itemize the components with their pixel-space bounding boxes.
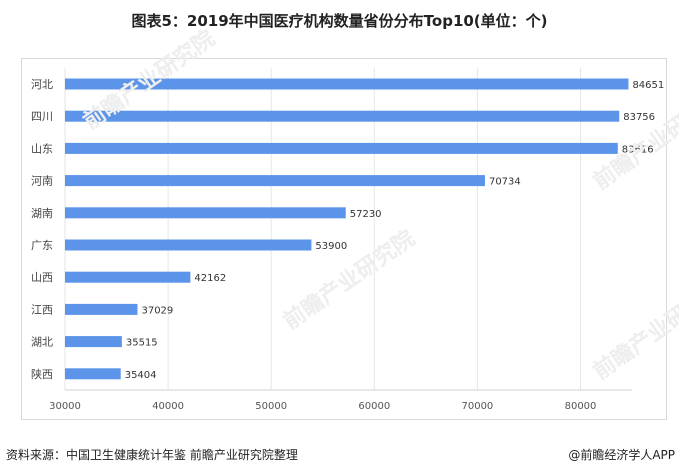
data-label: 53900 [315, 241, 347, 252]
x-tick-label: 30000 [49, 401, 81, 412]
y-tick-label: 广东 [31, 239, 53, 252]
x-tick-label: 50000 [255, 401, 287, 412]
source-note: 资料来源：中国卫生健康统计年鉴 前瞻产业研究院整理 [6, 448, 298, 462]
chart-title: 图表5：2019年中国医疗机构数量省份分布Top10(单位：个) [131, 12, 548, 30]
y-tick-label: 山东 [31, 142, 53, 155]
y-tick-label: 四川 [31, 110, 53, 123]
bar [65, 175, 485, 187]
bar [65, 271, 191, 283]
y-tick-label: 湖北 [31, 336, 53, 349]
y-tick-label: 河北 [31, 78, 53, 91]
data-label: 35515 [126, 338, 158, 349]
x-tick-label: 80000 [565, 401, 597, 412]
bar [65, 303, 138, 315]
data-label: 70734 [489, 177, 521, 188]
data-label: 83756 [623, 112, 655, 123]
y-tick-label: 陕西 [31, 367, 53, 381]
bar [65, 110, 620, 122]
watermark: 前瞻产业研究院 [589, 275, 679, 385]
bar [65, 78, 629, 90]
y-tick-label: 山西 [31, 271, 53, 284]
watermark: 前瞻产业研究院 [589, 85, 679, 195]
bar [65, 239, 312, 251]
y-tick-label: 江西 [31, 303, 53, 316]
x-tick-label: 60000 [358, 401, 390, 412]
y-tick-label: 河南 [31, 175, 53, 188]
x-tick-label: 40000 [152, 401, 184, 412]
data-label: 37029 [141, 305, 173, 316]
data-label: 83616 [622, 144, 654, 155]
bar [65, 142, 618, 154]
data-label: 84651 [632, 80, 664, 91]
credit-note: @前瞻经济学人APP [568, 448, 675, 462]
bar [65, 336, 122, 348]
bar [65, 368, 121, 380]
data-label: 57230 [350, 209, 382, 220]
data-label: 42162 [194, 273, 226, 284]
data-label: 35404 [125, 370, 157, 381]
chart-frame [21, 58, 667, 420]
bar [65, 207, 346, 219]
x-tick-label: 70000 [461, 401, 493, 412]
y-tick-label: 湖南 [31, 207, 53, 220]
